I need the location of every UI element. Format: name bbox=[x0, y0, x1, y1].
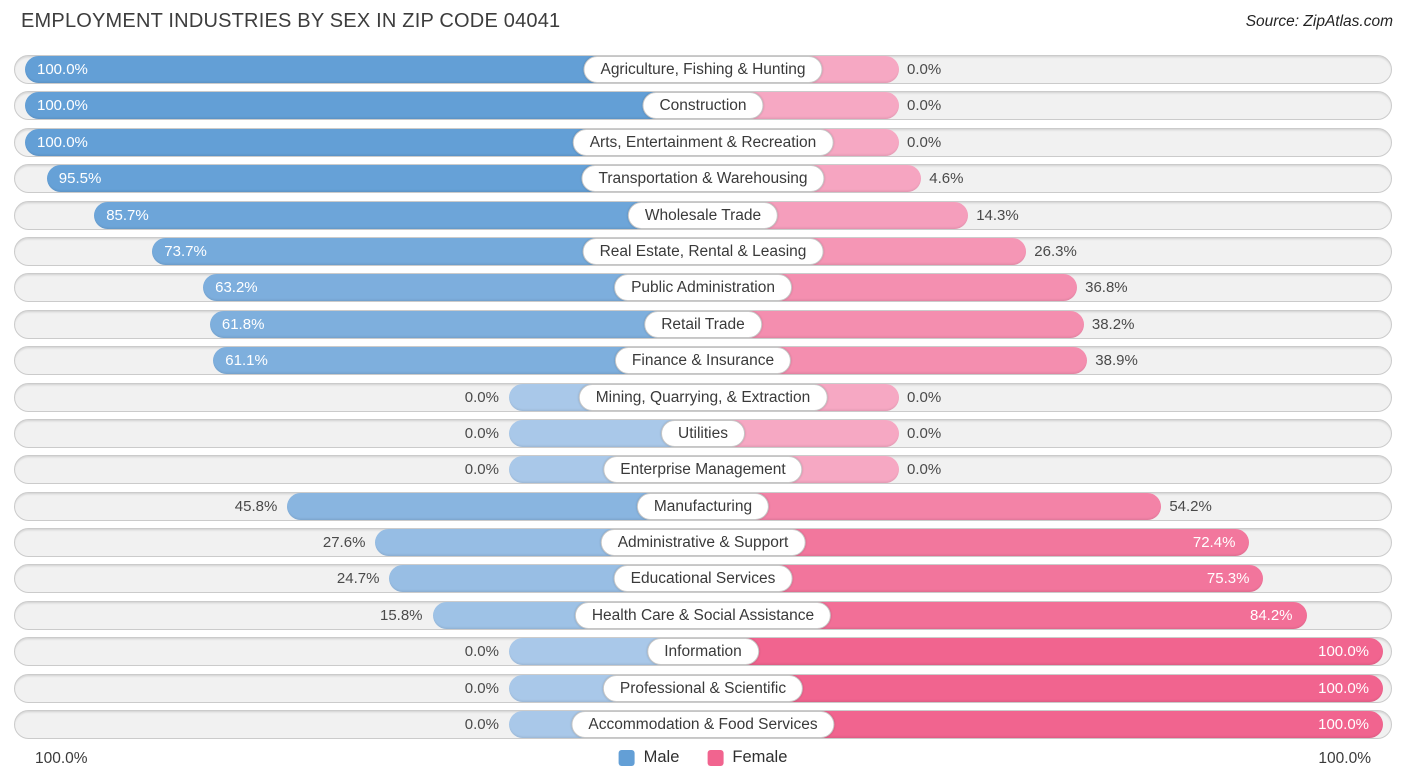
male-value-label: 100.0% bbox=[37, 97, 88, 115]
female-bar bbox=[704, 492, 1162, 520]
female-value-label: 100.0% bbox=[1318, 679, 1369, 697]
category-label: Mining, Quarrying, & Extraction bbox=[578, 383, 828, 411]
male-bar bbox=[25, 92, 702, 120]
male-value-label: 15.8% bbox=[379, 606, 423, 624]
category-label: Administrative & Support bbox=[600, 529, 806, 557]
category-label: Accommodation & Food Services bbox=[571, 711, 835, 739]
category-label: Manufacturing bbox=[636, 492, 770, 520]
female-value-label: 54.2% bbox=[1169, 497, 1212, 515]
legend: Male Female bbox=[618, 748, 788, 767]
legend-male-label: Male bbox=[643, 748, 680, 767]
female-value-label: 84.2% bbox=[1249, 606, 1293, 624]
category-label: Arts, Entertainment & Recreation bbox=[572, 128, 834, 156]
male-value-label: 61.1% bbox=[225, 352, 268, 370]
axis-right-max-label: 100.0% bbox=[1318, 750, 1371, 768]
axis-left-max-label: 100.0% bbox=[35, 750, 88, 768]
male-bar bbox=[209, 310, 702, 338]
chart-row: Real Estate, Rental & Leasing 73.7% 26.3% bbox=[14, 236, 1392, 266]
female-bar bbox=[704, 638, 1383, 666]
chart-row: Arts, Entertainment & Recreation 100.0% 0.… bbox=[14, 127, 1392, 157]
source-credit: Source: ZipAtlas.com bbox=[1245, 13, 1393, 30]
category-label: Enterprise Management bbox=[603, 456, 803, 484]
category-label: Wholesale Trade bbox=[627, 201, 779, 229]
legend-male-swatch bbox=[618, 749, 635, 766]
male-value-label: 100.0% bbox=[37, 61, 88, 78]
female-value-label: 38.9% bbox=[1095, 352, 1138, 370]
chart-row: Professional & Scientific 0.0% 100.0% bbox=[14, 673, 1392, 703]
legend-female-label: Female bbox=[732, 748, 788, 767]
chart-row: Utilities 0.0% 0.0% bbox=[14, 418, 1392, 448]
male-bar bbox=[287, 492, 702, 520]
chart-row: Health Care & Social Assistance 15.8% 84.2… bbox=[14, 600, 1392, 630]
male-value-label: 27.6% bbox=[322, 534, 366, 552]
chart-row: Finance & Insurance 61.1% 38.9% bbox=[14, 346, 1392, 376]
male-value-label: 0.0% bbox=[464, 679, 499, 697]
category-label: Professional & Scientific bbox=[602, 674, 804, 702]
category-label: Information bbox=[647, 638, 759, 666]
chart-row: Retail Trade 61.8% 38.2% bbox=[14, 309, 1392, 339]
male-value-label: 95.5% bbox=[58, 170, 102, 188]
female-value-label: 14.3% bbox=[976, 206, 1019, 224]
chart-row: Transportation & Warehousing 95.5% 4.6% bbox=[14, 164, 1392, 194]
chart-row: Enterprise Management 0.0% 0.0% bbox=[14, 455, 1392, 485]
male-value-label: 0.0% bbox=[464, 388, 499, 406]
female-value-label: 26.3% bbox=[1034, 242, 1077, 260]
male-value-label: 0.0% bbox=[464, 643, 499, 661]
chart-row: Public Administration 63.2% 36.8% bbox=[14, 273, 1392, 303]
chart-footer: 100.0% Male Female 100.0% bbox=[35, 748, 1371, 772]
female-bar bbox=[704, 565, 1264, 593]
page-title: EMPLOYMENT INDUSTRIES BY SEX IN ZIP CODE… bbox=[21, 10, 561, 32]
female-value-label: 0.0% bbox=[907, 133, 942, 151]
female-value-label: 36.8% bbox=[1085, 279, 1128, 297]
chart-row: Educational Services 24.7% 75.3% bbox=[14, 564, 1392, 594]
female-value-label: 0.0% bbox=[907, 61, 942, 78]
female-value-label: 0.0% bbox=[907, 461, 942, 479]
male-value-label: 63.2% bbox=[215, 279, 258, 297]
female-value-label: 4.6% bbox=[929, 170, 964, 188]
chart-row: Accommodation & Food Services 0.0% 100.0% bbox=[14, 710, 1392, 740]
female-value-label: 0.0% bbox=[907, 97, 942, 115]
male-bar bbox=[94, 201, 702, 229]
male-value-label: 61.8% bbox=[221, 315, 265, 333]
legend-female-swatch bbox=[707, 749, 724, 766]
female-value-label: 100.0% bbox=[1318, 716, 1369, 734]
category-label: Real Estate, Rental & Leasing bbox=[582, 237, 824, 265]
female-value-label: 75.3% bbox=[1206, 570, 1250, 588]
chart-area: Agriculture, Fishing & Hunting 100.0% 0.0%… bbox=[14, 55, 1392, 740]
male-value-label: 85.7% bbox=[106, 206, 149, 224]
chart-row: Manufacturing 45.8% 54.2% bbox=[14, 491, 1392, 521]
chart-row: Wholesale Trade 85.7% 14.3% bbox=[14, 200, 1392, 230]
female-value-label: 100.0% bbox=[1318, 643, 1369, 661]
male-value-label: 0.0% bbox=[464, 461, 499, 479]
female-bar bbox=[704, 310, 1084, 338]
male-value-label: 24.7% bbox=[336, 570, 380, 588]
category-label: Utilities bbox=[661, 419, 745, 447]
category-label: Finance & Insurance bbox=[614, 347, 792, 375]
category-label: Educational Services bbox=[613, 565, 793, 593]
category-label: Agriculture, Fishing & Hunting bbox=[583, 56, 823, 83]
chart-row: Information 0.0% 100.0% bbox=[14, 637, 1392, 667]
female-bar bbox=[704, 674, 1383, 702]
category-label: Construction bbox=[642, 92, 764, 120]
female-value-label: 0.0% bbox=[907, 388, 942, 406]
category-label: Transportation & Warehousing bbox=[581, 165, 825, 193]
male-value-label: 0.0% bbox=[464, 424, 499, 442]
female-value-label: 0.0% bbox=[907, 424, 942, 442]
chart-header: EMPLOYMENT INDUSTRIES BY SEX IN ZIP CODE… bbox=[0, 0, 1406, 43]
chart-row: Mining, Quarrying, & Extraction 0.0% 0.0% bbox=[14, 382, 1392, 412]
category-label: Retail Trade bbox=[644, 310, 762, 338]
female-value-label: 38.2% bbox=[1091, 315, 1135, 333]
female-value-label: 72.4% bbox=[1192, 534, 1236, 552]
chart-row: Construction 100.0% 0.0% bbox=[14, 91, 1392, 121]
chart-row: Administrative & Support 27.6% 72.4% bbox=[14, 528, 1392, 558]
category-label: Health Care & Social Assistance bbox=[574, 601, 832, 629]
chart-row: Agriculture, Fishing & Hunting 100.0% 0.0% bbox=[14, 55, 1392, 84]
category-label: Public Administration bbox=[614, 274, 792, 302]
male-value-label: 0.0% bbox=[464, 716, 499, 734]
male-value-label: 100.0% bbox=[37, 133, 88, 151]
male-value-label: 45.8% bbox=[234, 497, 278, 515]
male-value-label: 73.7% bbox=[164, 242, 207, 260]
